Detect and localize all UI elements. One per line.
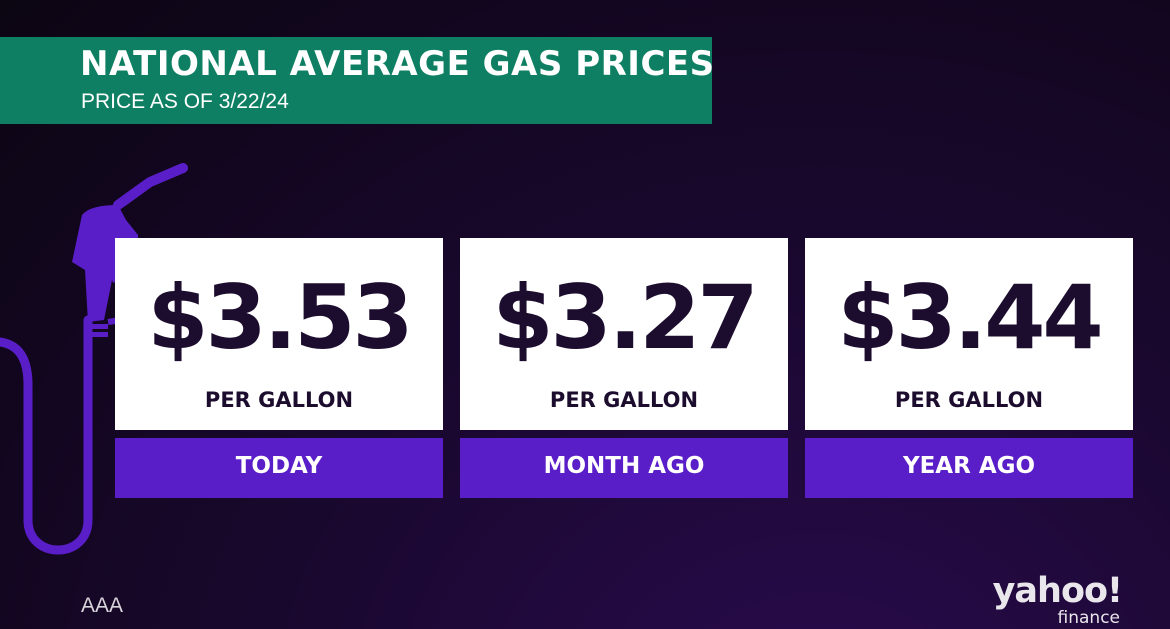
price-period-label: MONTH AGO <box>543 453 705 479</box>
price-card-today: $3.53 PER GALLON TODAY <box>115 238 443 500</box>
yahoo-finance-logo: yahoo! finance <box>984 574 1134 629</box>
price-card-body: $3.27 PER GALLON <box>460 238 788 430</box>
price-card-body: $3.53 PER GALLON <box>115 238 443 430</box>
logo-wordmark: yahoo! <box>992 571 1123 611</box>
price-card-month-ago: $3.27 PER GALLON MONTH AGO <box>460 238 788 500</box>
price-value: $3.53 <box>147 266 413 369</box>
price-card-body: $3.44 PER GALLON <box>805 238 1133 430</box>
page-subtitle: PRICE AS OF 3/22/24 <box>81 90 289 113</box>
price-unit: PER GALLON <box>894 388 1044 412</box>
title-banner <box>0 37 712 124</box>
price-card-footer: TODAY <box>115 438 443 498</box>
price-value: $3.27 <box>492 266 758 369</box>
price-card-footer: YEAR AGO <box>805 438 1133 498</box>
page-title: NATIONAL AVERAGE GAS PRICES <box>80 44 715 84</box>
price-value: $3.44 <box>837 266 1103 369</box>
price-unit: PER GALLON <box>204 388 354 412</box>
price-card-footer: MONTH AGO <box>460 438 788 498</box>
price-period-label: TODAY <box>235 453 323 479</box>
logo-subtext: finance <box>1057 608 1120 628</box>
price-period-label: YEAR AGO <box>902 453 1036 479</box>
price-unit: PER GALLON <box>549 388 699 412</box>
source-label: AAA <box>81 594 124 617</box>
price-card-year-ago: $3.44 PER GALLON YEAR AGO <box>805 238 1133 500</box>
